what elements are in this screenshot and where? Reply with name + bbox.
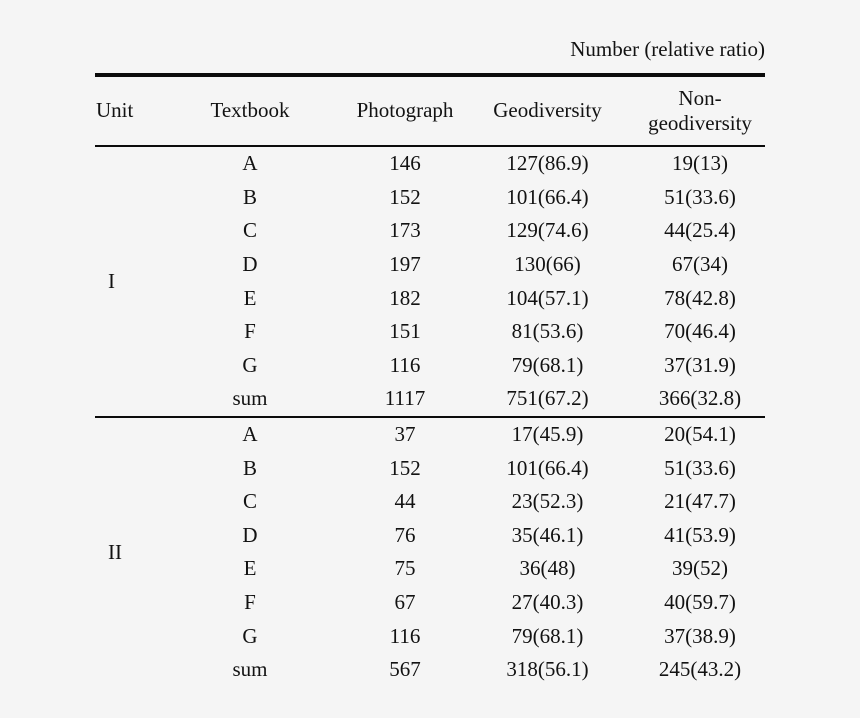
photograph-cell: 37 (350, 415, 460, 452)
photograph-cell: 75 (394, 556, 416, 581)
table-row: sum 1117 751(67.2) 366(32.8) (95, 382, 765, 417)
geodiversity-cell: 130(66) (514, 252, 581, 277)
table-row: B 152 101(66.4) 51(33.6) (95, 451, 765, 485)
non-geodiversity-cell: 78(42.8) (664, 285, 736, 310)
col-header-non-geodiversity: Non-geodiversity (635, 75, 765, 147)
photograph-cell: 44 (394, 489, 416, 514)
geodiversity-cell: 127(86.9) (506, 151, 589, 176)
geodiversity-cell: 101(66.4) (506, 184, 589, 209)
textbook-cell: sum (232, 386, 268, 411)
geodiversity-table: Unit Textbook Photograph Geodiversity No… (95, 73, 765, 687)
photograph-cell: 152 (389, 455, 421, 480)
non-geodiversity-cell: 44(25.4) (664, 218, 736, 243)
table-row: F 67 27(40.3) 40(59.7) (95, 586, 765, 620)
geodiversity-cell: 101(66.4) (506, 455, 589, 480)
table-row: E 182 104(57.1) 78(42.8) (95, 281, 765, 315)
non-geodiversity-cell: 37(31.9) (664, 352, 736, 377)
table-row: C 44 23(52.3) 21(47.7) (95, 485, 765, 519)
photograph-cell: 1117 (384, 386, 426, 411)
textbook-cell: D (242, 252, 258, 277)
geodiversity-cell: 104(57.1) (506, 285, 589, 310)
geodiversity-cell: 79(68.1) (511, 352, 584, 377)
non-geodiversity-cell: 39(52) (672, 556, 728, 581)
geodiversity-cell: 129(74.6) (506, 218, 589, 243)
non-geodiversity-cell: 19(13) (672, 151, 728, 176)
non-geodiversity-cell: 51(33.6) (664, 184, 736, 209)
table-body: I A 146 127(86.9) 19(13) B 152 101(66.4) 51(33.6… (95, 146, 765, 687)
table-row: sum 567 318(56.1) 245(43.2) (95, 653, 765, 687)
photograph-cell: 152 (389, 184, 421, 209)
table-caption: Number (relative ratio) (570, 37, 765, 61)
geodiversity-cell: 81(53.6) (511, 319, 584, 344)
non-geodiversity-header-text: Non-geodiversity (648, 85, 752, 135)
textbook-cell: E (243, 556, 257, 581)
textbook-cell: G (242, 623, 258, 648)
table-row: D 197 130(66) 67(34) (95, 248, 765, 282)
non-geodiversity-cell: 20(54.1) (635, 415, 765, 452)
geodiversity-cell: 23(52.3) (511, 489, 584, 514)
table-row: II A 37 17(45.9) 20(54.1) (95, 415, 765, 687)
table-row: E 75 36(48) 39(52) (95, 552, 765, 586)
geodiversity-cell: 751(67.2) (506, 386, 589, 411)
textbook-cell: C (242, 489, 257, 514)
textbook-cell: F (244, 319, 256, 344)
table-row: C 173 129(74.6) 44(25.4) (95, 214, 765, 248)
col-header-geodiversity: Geodiversity (460, 75, 635, 147)
geodiversity-cell: 27(40.3) (511, 590, 584, 615)
unit-cell: I (108, 268, 115, 293)
geodiversity-cell: 318(56.1) (506, 657, 589, 682)
non-geodiversity-cell: 40(59.7) (664, 590, 736, 615)
table-row: D 76 35(46.1) 41(53.9) (95, 519, 765, 553)
geodiversity-cell: 36(48) (519, 556, 576, 581)
table-row: F 151 81(53.6) 70(46.4) (95, 315, 765, 349)
col-header-unit: Unit (95, 75, 150, 147)
table-row: B 152 101(66.4) 51(33.6) (95, 181, 765, 215)
textbook-cell: F (244, 590, 256, 615)
non-geodiversity-cell: 245(43.2) (658, 657, 742, 682)
non-geodiversity-cell: 70(46.4) (664, 319, 736, 344)
non-geodiversity-cell: 366(32.8) (658, 386, 742, 411)
photograph-cell: 182 (389, 285, 421, 310)
textbook-cell: B (242, 455, 257, 480)
col-header-textbook: Textbook (150, 75, 350, 147)
col-header-photograph: Photograph (350, 75, 460, 147)
textbook-cell: A (150, 415, 350, 452)
table-row: I A 146 127(86.9) 19(13) (95, 146, 765, 291)
geodiversity-cell: 79(68.1) (511, 623, 584, 648)
textbook-cell: sum (232, 657, 268, 682)
textbook-cell: G (242, 352, 258, 377)
photograph-cell: 197 (389, 252, 421, 277)
photograph-cell: 173 (389, 218, 421, 243)
photograph-cell: 151 (389, 319, 421, 344)
textbook-cell: C (242, 218, 257, 243)
photograph-cell: 567 (389, 657, 421, 682)
photograph-cell: 67 (394, 590, 416, 615)
photograph-cell: 146 (389, 151, 421, 176)
non-geodiversity-cell: 51(33.6) (664, 455, 736, 480)
geodiversity-cell: 17(45.9) (460, 415, 635, 452)
table-header: Unit Textbook Photograph Geodiversity No… (95, 75, 765, 147)
non-geodiversity-cell: 21(47.7) (664, 489, 736, 514)
unit-cell: II (95, 415, 150, 687)
non-geodiversity-cell: 41(53.9) (664, 522, 736, 547)
table-row: G 116 79(68.1) 37(31.9) (95, 349, 765, 383)
textbook-cell: A (242, 151, 258, 176)
photograph-cell: 116 (389, 623, 421, 648)
textbook-cell: B (242, 184, 257, 209)
photograph-cell: 116 (389, 352, 421, 377)
textbook-cell: D (242, 522, 258, 547)
non-geodiversity-cell: 67(34) (672, 252, 728, 277)
header-row: Unit Textbook Photograph Geodiversity No… (95, 75, 765, 147)
geodiversity-cell: 35(46.1) (511, 522, 584, 547)
non-geodiversity-cell: 37(38.9) (664, 623, 736, 648)
photograph-cell: 76 (394, 522, 416, 547)
textbook-cell: E (243, 285, 257, 310)
table-row: G 116 79(68.1) 37(38.9) (95, 619, 765, 653)
